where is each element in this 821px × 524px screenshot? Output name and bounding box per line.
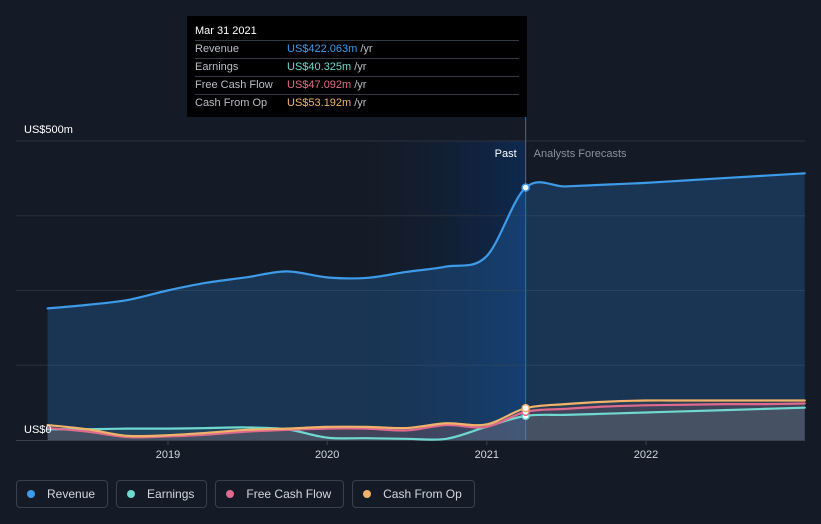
tooltip-label: Free Cash Flow bbox=[195, 79, 273, 91]
forecast-label: Analysts Forecasts bbox=[534, 148, 627, 160]
legend-item-revenue[interactable]: Revenue bbox=[16, 480, 109, 508]
tooltip-row-revenue: Revenue US$422.063m /yr bbox=[195, 40, 519, 58]
tooltip-unit: /yr bbox=[360, 43, 373, 55]
cash-from-op-dot-icon bbox=[363, 490, 372, 498]
x-tick-label: 2019 bbox=[156, 449, 180, 461]
tooltip-unit: /yr bbox=[354, 79, 367, 91]
revenue-line bbox=[46, 172, 806, 310]
cash-from-op-highlight-point bbox=[521, 403, 530, 413]
y-axis-label-zero: US$0 bbox=[24, 424, 52, 436]
tooltip-value: US$47.092m bbox=[287, 79, 352, 91]
tooltip-row-earnings: Earnings US$40.325m /yr bbox=[195, 58, 519, 76]
legend-label: Free Cash Flow bbox=[246, 487, 332, 501]
legend: Revenue Earnings Free Cash Flow Cash Fro… bbox=[16, 480, 475, 508]
tooltip: Mar 31 2021 Revenue US$422.063m /yr Earn… bbox=[187, 16, 527, 117]
tooltip-unit: /yr bbox=[354, 97, 367, 109]
y-axis-label-top: US$500m bbox=[24, 124, 73, 136]
earnings-dot-icon bbox=[127, 490, 136, 498]
tooltip-unit: /yr bbox=[354, 61, 367, 73]
free-cash-flow-dot-icon bbox=[226, 490, 235, 498]
cash-from-op-line bbox=[46, 399, 806, 438]
tooltip-value: US$422.063m bbox=[287, 43, 358, 55]
tooltip-row-cash-from-op: Cash From Op US$53.192m /yr bbox=[195, 94, 519, 112]
tooltip-label: Cash From Op bbox=[195, 97, 268, 109]
cash-from-op-area bbox=[47, 400, 805, 440]
x-tick-label: 2022 bbox=[634, 449, 658, 461]
tooltip-value: US$53.192m bbox=[287, 97, 352, 109]
tooltip-row-free-cash-flow: Free Cash Flow US$47.092m /yr bbox=[195, 76, 519, 94]
tooltip-date: Mar 31 2021 bbox=[195, 25, 257, 37]
legend-item-free-cash-flow[interactable]: Free Cash Flow bbox=[215, 480, 345, 508]
tooltip-label: Revenue bbox=[195, 43, 240, 55]
tooltip-value: US$40.325m bbox=[287, 61, 352, 73]
revenue-highlight-point bbox=[521, 183, 530, 192]
legend-label: Revenue bbox=[47, 487, 96, 501]
earnings-line bbox=[46, 406, 806, 441]
legend-item-earnings[interactable]: Earnings bbox=[116, 480, 208, 508]
x-tick-label: 2020 bbox=[315, 449, 339, 461]
free-cash-flow-line bbox=[46, 402, 806, 439]
tooltip-label: Earnings bbox=[195, 61, 239, 73]
revenue-area bbox=[47, 173, 805, 441]
past-label: Past bbox=[495, 148, 517, 160]
x-tick-label: 2021 bbox=[475, 449, 499, 461]
legend-label: Cash From Op bbox=[383, 487, 462, 501]
revenue-dot-icon bbox=[27, 490, 35, 498]
legend-item-cash-from-op[interactable]: Cash From Op bbox=[352, 480, 475, 508]
legend-label: Earnings bbox=[147, 487, 195, 501]
